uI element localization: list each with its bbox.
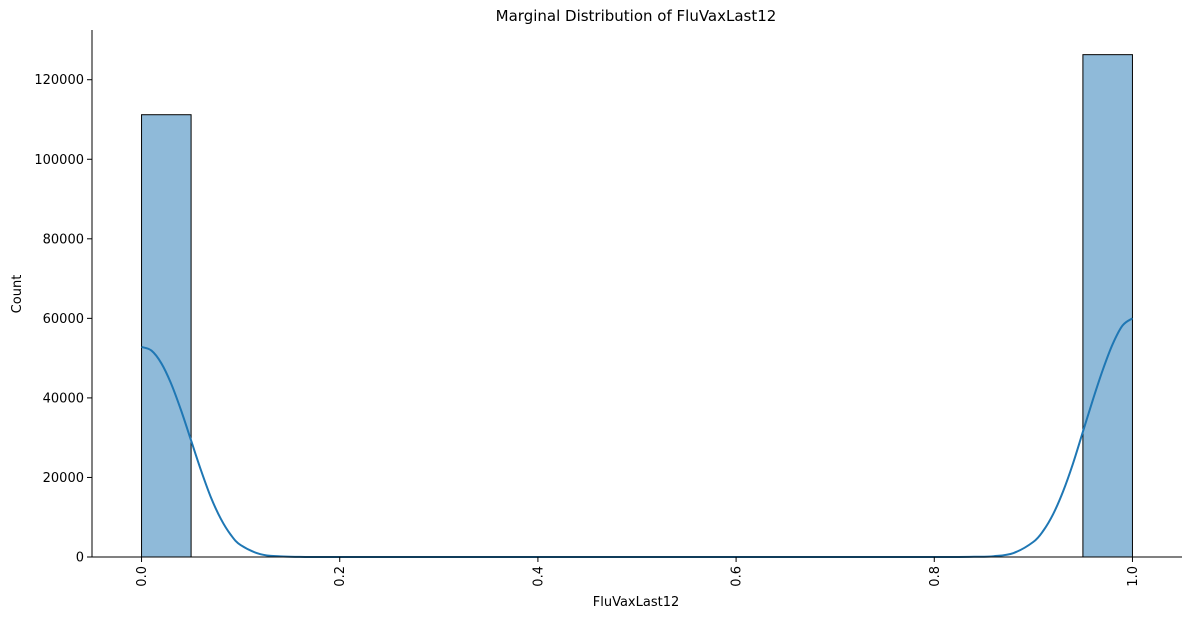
kde-curve <box>141 317 1134 559</box>
x-tick-label: 1.0 <box>1126 566 1141 587</box>
y-tick-label: 40000 <box>43 391 84 406</box>
x-tick-label: 0.4 <box>531 566 546 587</box>
x-tick-label: 0.2 <box>333 566 348 587</box>
x-axis-ticks: 0.0 0.2 0.4 0.6 0.8 1.0 <box>135 557 1141 587</box>
y-tick-label: 80000 <box>43 232 84 247</box>
y-tick-label: 0 <box>76 551 84 566</box>
chart-title: Marginal Distribution of FluVaxLast12 <box>496 7 777 25</box>
y-tick-label: 60000 <box>43 312 84 327</box>
y-axis-ticks: 0 20000 40000 60000 80000 100000 120000 <box>34 73 92 566</box>
y-axis-label: Count <box>10 275 25 314</box>
x-axis-label: FluVaxLast12 <box>593 595 680 610</box>
x-tick-label: 0.0 <box>135 566 150 587</box>
x-tick-label: 0.8 <box>928 566 943 587</box>
y-tick-label: 20000 <box>43 471 84 486</box>
histogram-bar-0 <box>141 114 192 558</box>
x-tick-label: 0.6 <box>730 566 745 587</box>
histogram-bars <box>141 54 1133 558</box>
y-tick-label: 120000 <box>34 73 84 88</box>
histogram-bar-1 <box>1082 54 1133 558</box>
y-tick-label: 100000 <box>34 153 84 168</box>
